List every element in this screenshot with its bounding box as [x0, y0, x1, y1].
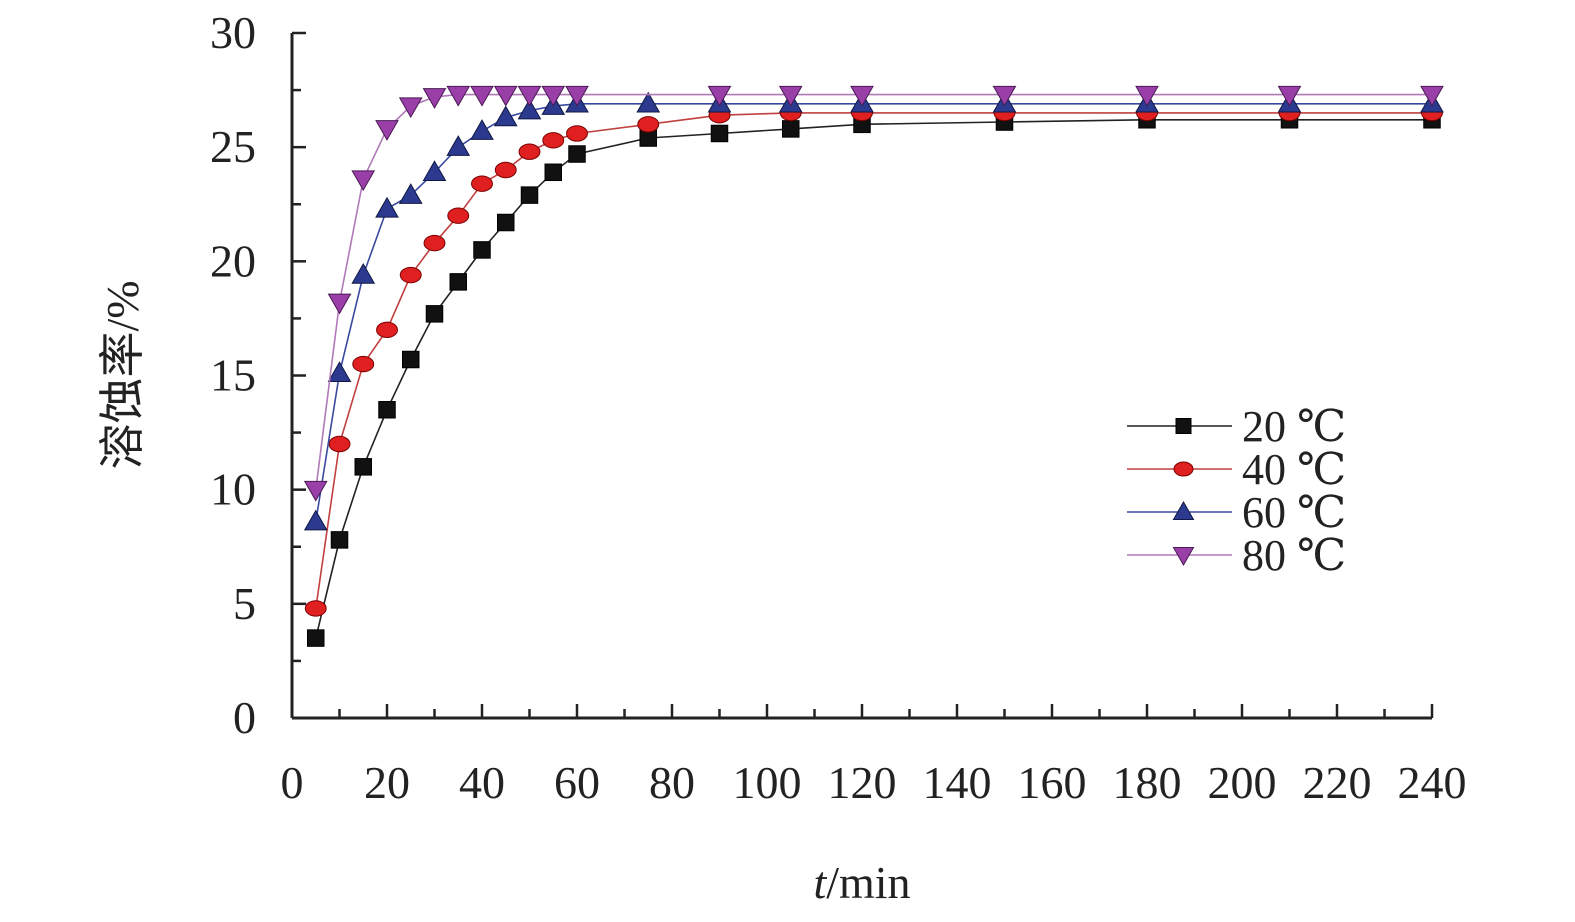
- legend: 20 ℃40 ℃60 ℃80 ℃: [1127, 402, 1346, 580]
- x-tick-label: 60: [554, 757, 600, 808]
- y-tick-label: 10: [210, 464, 256, 515]
- data-point: [446, 85, 471, 107]
- data-point: [494, 161, 517, 179]
- data-point: [398, 183, 423, 204]
- x-tick-label: 40: [459, 757, 505, 808]
- data-point: [517, 85, 542, 107]
- data-point: [328, 435, 351, 453]
- data-point: [778, 85, 803, 107]
- data-point: [351, 263, 376, 284]
- y-tick-label: 15: [210, 350, 256, 401]
- data-point: [446, 135, 471, 156]
- data-point: [544, 163, 562, 182]
- x-axis-title: t/min: [813, 857, 910, 908]
- data-point: [422, 88, 447, 109]
- data-point: [518, 143, 541, 160]
- legend-marker: [1172, 547, 1195, 567]
- data-point: [425, 305, 444, 323]
- data-point: [304, 600, 327, 617]
- data-point: [423, 234, 446, 252]
- legend-label: 60 ℃: [1242, 488, 1346, 537]
- data-point: [565, 85, 589, 107]
- data-point: [541, 85, 566, 107]
- data-point: [473, 241, 491, 259]
- data-point: [351, 170, 376, 192]
- data-point: [1135, 85, 1159, 107]
- data-point: [303, 509, 328, 531]
- legend-marker: [1173, 461, 1194, 477]
- legend-item: 80 ℃: [1127, 531, 1346, 580]
- x-tick-label: 200: [1208, 757, 1277, 808]
- legend-marker: [1172, 500, 1195, 520]
- data-point: [422, 160, 447, 182]
- data-point: [398, 97, 423, 119]
- data-point: [327, 361, 352, 382]
- data-point: [375, 120, 399, 141]
- x-tick-label: 140: [923, 757, 992, 808]
- data-point: [447, 207, 470, 224]
- data-point: [471, 175, 493, 192]
- data-point: [636, 91, 661, 113]
- y-tick-label: 5: [233, 578, 256, 629]
- legend-marker: [1175, 418, 1192, 434]
- series-layer: [303, 85, 1444, 647]
- x-tick-label: 80: [649, 757, 695, 808]
- y-axis-title: 溶蚀率/%: [97, 280, 148, 469]
- y-tick-label: 20: [210, 235, 256, 286]
- data-point: [493, 105, 518, 127]
- data-point: [354, 458, 372, 476]
- data-point: [497, 213, 515, 232]
- data-point: [566, 125, 588, 142]
- legend-label: 80 ℃: [1242, 531, 1346, 580]
- y-tick-label: 30: [210, 7, 256, 58]
- data-point: [303, 480, 328, 502]
- legend-label: 40 ℃: [1242, 445, 1346, 494]
- data-point: [352, 355, 375, 373]
- x-tick-label: 220: [1303, 757, 1372, 808]
- series-line: [315, 112, 1432, 609]
- data-point: [1277, 85, 1302, 107]
- x-tick-label: 0: [281, 757, 304, 808]
- data-point: [517, 98, 542, 120]
- legend-item: 60 ℃: [1127, 488, 1346, 537]
- legend-item: 40 ℃: [1127, 445, 1346, 494]
- data-point: [376, 321, 398, 339]
- data-point: [992, 85, 1017, 107]
- data-point: [782, 120, 800, 138]
- data-point: [470, 85, 494, 107]
- y-tick-label: 0: [233, 692, 256, 743]
- data-point: [568, 145, 586, 163]
- data-point: [707, 85, 732, 107]
- x-tick-label: 240: [1398, 757, 1467, 808]
- data-point: [493, 85, 518, 107]
- data-point: [307, 629, 325, 647]
- axes: 0 5 10 15 20 25 30 0 20 40 60 80 100 120 140 160 180 200 2…: [210, 7, 1467, 808]
- x-tick-label: 180: [1113, 757, 1182, 808]
- y-tick-label: 25: [210, 121, 256, 172]
- data-point: [850, 85, 874, 107]
- data-point: [470, 119, 494, 140]
- x-tick-label: 20: [364, 757, 410, 808]
- data-point: [330, 531, 349, 549]
- x-axis-title-variable: t: [813, 857, 827, 908]
- x-axis-title-unit: /min: [826, 857, 910, 908]
- legend-label: 20 ℃: [1242, 402, 1346, 451]
- data-point: [542, 132, 565, 149]
- x-tick-label: 100: [733, 757, 802, 808]
- data-point: [399, 266, 422, 284]
- data-point: [327, 293, 352, 315]
- data-point: [520, 186, 539, 204]
- x-tick-label: 160: [1018, 757, 1087, 808]
- legend-item: 20 ℃: [1127, 402, 1346, 451]
- x-tick-label: 120: [828, 757, 897, 808]
- series-3: [303, 85, 1444, 502]
- data-point: [375, 196, 399, 218]
- data-point: [1420, 85, 1444, 107]
- data-point: [449, 273, 467, 291]
- data-point: [402, 350, 420, 369]
- data-point: [637, 116, 660, 133]
- data-point: [378, 401, 396, 419]
- data-point: [710, 124, 729, 143]
